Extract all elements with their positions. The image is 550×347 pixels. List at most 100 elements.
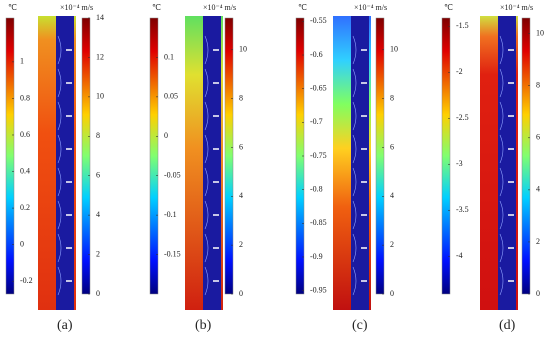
tick-label: 0.1 [164,52,174,61]
tick-label: 8 [96,131,100,140]
colorbar [224,17,234,295]
tick-label: -0.1 [164,210,177,219]
tick-label: 8 [536,81,540,90]
tick-label: -1.5 [456,21,469,30]
tick-label: 0 [239,289,243,298]
streamline [499,167,504,197]
tick-label: 10 [96,92,104,101]
tick-label: 2 [536,237,540,246]
tick-label: 4 [96,210,100,219]
colorbar-unit: ℃ [444,3,453,12]
streamline [57,200,62,230]
streamline [499,200,504,230]
streamline [204,134,209,164]
tick-label: 4 [390,191,394,200]
tick-label: 1 [20,57,24,66]
tick-label: -0.05 [164,171,181,180]
tick-label: 0 [96,289,100,298]
colorbar [81,17,91,295]
streamline [499,134,504,164]
tick-label: 0.4 [20,166,30,175]
colorbar-unit: ×10⁻⁴ m/s [60,3,93,12]
tick-label: 6 [390,142,394,151]
panel-label: (d) [499,318,516,333]
tick-label: -0.55 [310,16,327,25]
colorbar [149,17,159,295]
tick-label: 2 [96,249,100,258]
streamline [352,101,357,131]
colorbar [375,17,385,295]
streamline [204,167,209,197]
tick-label: 4 [239,191,243,200]
tick-label: 0 [536,289,540,298]
tick-label: -4 [456,251,463,260]
streamline [57,167,62,197]
tick-label: 0 [164,131,168,140]
tick-label: -2 [456,67,463,76]
tick-label: 0 [20,239,24,248]
streamline [204,266,209,296]
tick-label: -0.2 [20,276,33,285]
tick-label: -0.7 [310,117,323,126]
tick-label: -3.5 [456,205,469,214]
streamline [57,134,62,164]
streamline [499,233,504,263]
streamline [499,68,504,98]
streamline [352,233,357,263]
streamline [352,134,357,164]
tick-label: -0.75 [310,151,327,160]
tick-label: -3 [456,159,463,168]
panel-label: (a) [57,318,73,333]
tick-label: -0.95 [310,285,327,294]
streamline [57,68,62,98]
streamline [204,233,209,263]
tick-label: -2.5 [456,113,469,122]
streamline [57,266,62,296]
tick-label: 0.2 [20,203,30,212]
streamline [352,266,357,296]
streamline [352,167,357,197]
tick-label: 12 [96,52,104,61]
streamline [499,101,504,131]
tick-label: 6 [536,133,540,142]
colorbar [5,17,15,295]
tick-label: 0.8 [20,93,30,102]
streamline [499,266,504,296]
flow-channel [56,16,74,310]
tick-label: 0.6 [20,130,30,139]
colorbar-unit: ×10⁻⁴ m/s [354,3,387,12]
tick-label: 0.05 [164,92,178,101]
tick-label: 6 [239,142,243,151]
streamline [57,101,62,131]
streamline [57,35,62,65]
flow-channel [351,16,369,310]
tick-label: -0.8 [310,184,323,193]
tick-label: 8 [390,93,394,102]
tick-label: 10 [536,28,544,37]
tick-label: -0.65 [310,84,327,93]
tick-label: 6 [96,171,100,180]
tick-label: 0 [390,289,394,298]
tick-label: 10 [239,45,247,54]
streamline [204,68,209,98]
panel-label: (c) [352,318,368,333]
streamline [204,35,209,65]
tick-label: 4 [536,185,540,194]
tick-label: 14 [96,13,104,22]
streamline [352,68,357,98]
streamline [204,101,209,131]
streamline [352,35,357,65]
tick-label: -0.6 [310,50,323,59]
streamline [352,200,357,230]
colorbar-unit: ×10⁻⁴ m/s [500,3,533,12]
colorbar-unit: ℃ [152,3,161,12]
colorbar [521,17,531,295]
tick-label: 2 [239,240,243,249]
tick-label: -0.15 [164,249,181,258]
streamline [499,35,504,65]
streamline [57,233,62,263]
panel-label: (b) [195,318,212,333]
colorbar-unit: ℃ [8,3,17,12]
colorbar-unit: ×10⁻⁴ m/s [203,3,236,12]
